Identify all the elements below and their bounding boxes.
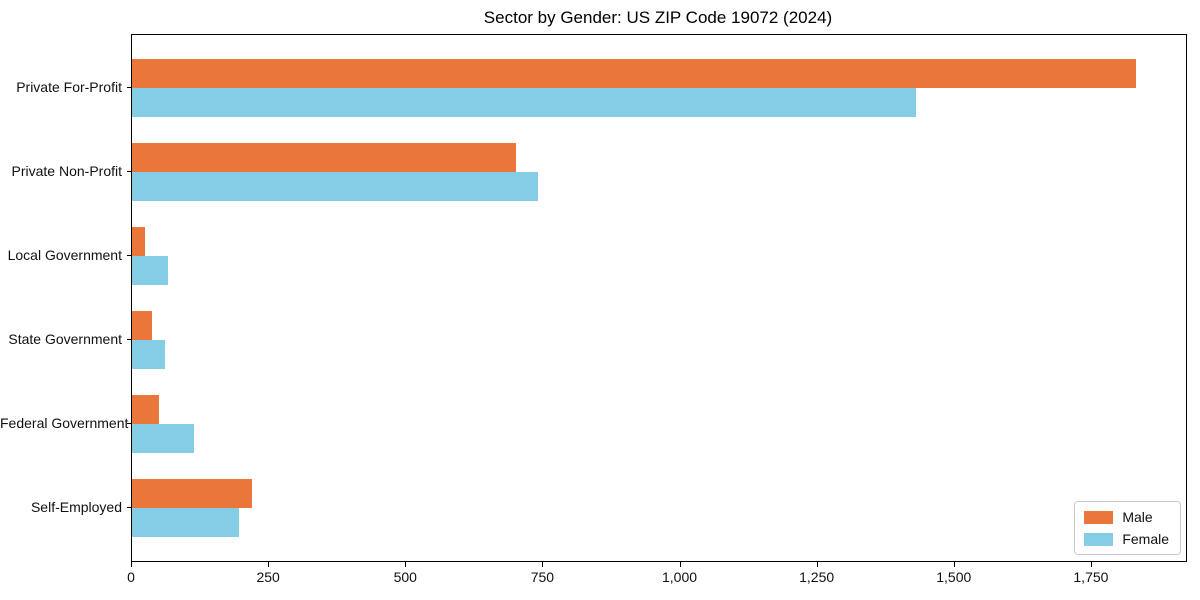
bar-female-federal-government <box>132 424 194 454</box>
legend-label-male: Male <box>1122 509 1153 525</box>
female-series-swatch-icon <box>1084 532 1114 546</box>
y-tick-label-federal-government: Federal Government <box>0 415 129 432</box>
bar-male-private-non-profit <box>132 142 516 172</box>
legend: Male Female <box>1074 501 1181 555</box>
chart-title: Sector by Gender: US ZIP Code 19072 (202… <box>483 8 833 27</box>
x-tick-mark <box>131 562 132 567</box>
y-tick-label-local-government: Local Government <box>7 246 122 263</box>
legend-item-female: Female <box>1084 531 1169 547</box>
y-tick-mark <box>127 86 132 88</box>
x-tick-label: 1,750 <box>1073 569 1109 585</box>
x-tick-label: 1,000 <box>661 569 698 585</box>
y-tick-mark <box>127 339 132 341</box>
x-tick-mark <box>542 562 544 567</box>
y-tick-label-private-for-profit: Private For-Profit <box>16 78 122 95</box>
bar-female-self-employed <box>132 508 239 538</box>
bar-female-state-government <box>132 340 165 370</box>
y-tick-mark <box>127 507 132 509</box>
legend-item-male: Male <box>1084 509 1169 525</box>
y-tick-mark <box>127 170 132 172</box>
bar-male-self-employed <box>132 479 252 509</box>
x-tick-mark <box>953 562 955 567</box>
y-tick-label-private-non-profit: Private Non-Profit <box>11 162 122 179</box>
y-tick-mark <box>127 254 132 256</box>
y-tick-label-self-employed: Self-Employed <box>30 499 122 516</box>
bar-female-private-non-profit <box>132 171 538 201</box>
x-tick-label: 750 <box>530 569 555 585</box>
bar-female-private-for-profit <box>132 87 917 117</box>
bar-male-local-government <box>132 226 145 256</box>
x-tick-label: 1,250 <box>799 569 835 585</box>
x-tick-label: 500 <box>393 569 417 585</box>
x-tick-label: 1,500 <box>936 569 972 585</box>
x-tick-mark <box>268 562 270 567</box>
x-tick-label: 250 <box>256 569 280 585</box>
x-tick-mark <box>1090 562 1092 567</box>
bar-female-local-government <box>132 255 168 285</box>
legend-label-female: Female <box>1122 531 1169 547</box>
x-tick-mark <box>405 562 407 567</box>
plot-area: Male Female <box>131 34 1187 562</box>
bar-male-private-for-profit <box>132 58 1136 88</box>
x-tick-mark <box>679 562 681 567</box>
male-series-swatch-icon <box>1084 510 1114 524</box>
bar-male-state-government <box>132 311 153 341</box>
x-tick-label: 0 <box>127 569 135 585</box>
bar-male-federal-government <box>132 395 160 425</box>
y-tick-mark <box>127 423 132 425</box>
x-tick-mark <box>816 562 818 567</box>
y-tick-label-state-government: State Government <box>8 331 122 348</box>
